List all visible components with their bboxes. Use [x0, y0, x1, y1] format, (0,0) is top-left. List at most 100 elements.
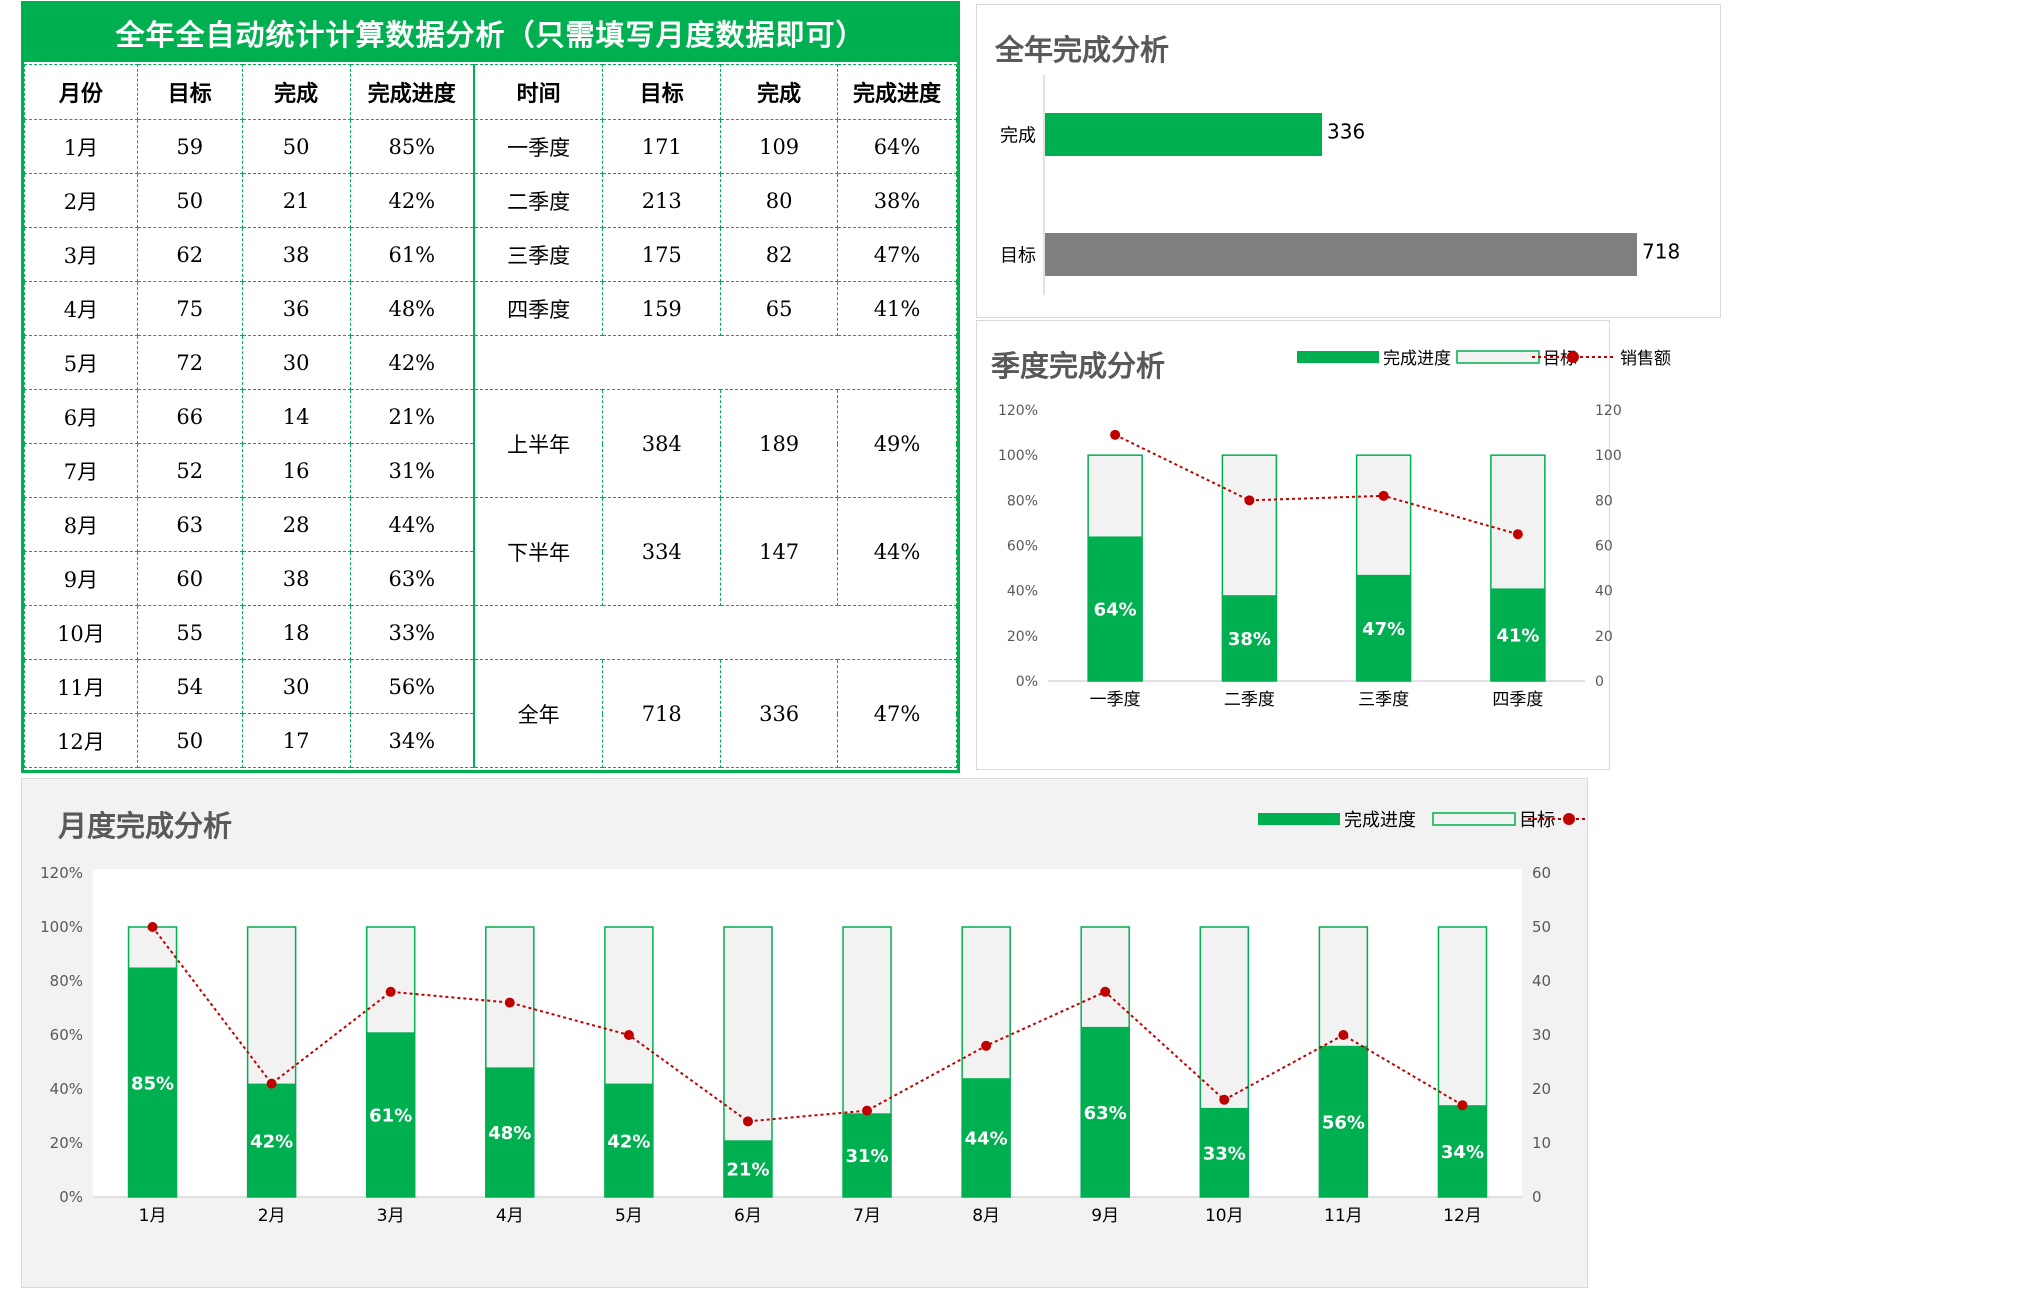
legend-sales-marker	[1567, 351, 1579, 363]
category-tick-label: 6月	[734, 1206, 762, 1226]
table-row: 6月 66 14 21% 上半年 384 189 49%	[24, 389, 957, 498]
month-name-cell: 7月	[24, 443, 138, 498]
month-chart-panel: 月度完成分析 0% 20% 40% 60% 80% 100% 120% 0 10 20 30 40 50…	[21, 778, 1588, 1288]
table-header-row: 月份 目标 完成 完成进度 时间 目标 完成 完成进度	[24, 64, 957, 120]
progress-data-label: 42%	[250, 1131, 293, 1152]
month-done-cell: 38	[241, 551, 351, 606]
legend-target-swatch	[1456, 350, 1540, 364]
progress-data-label: 85%	[131, 1073, 174, 1094]
category-tick-label: 4月	[496, 1206, 524, 1226]
left-axis-tick-label: 0%	[1016, 674, 1038, 690]
month-target-cell: 60	[136, 551, 243, 606]
progress-data-label: 56%	[1322, 1112, 1365, 1133]
month-target-cell: 72	[136, 335, 243, 390]
category-tick-label: 三季度	[1358, 690, 1409, 710]
progress-bar	[485, 1067, 534, 1197]
sales-point	[266, 1078, 277, 1089]
period-name-cell: 上半年	[472, 389, 604, 498]
sales-point	[1512, 529, 1523, 540]
month-done-cell: 16	[241, 443, 351, 498]
progress-bar	[604, 1083, 653, 1197]
category-tick-label: 7月	[853, 1206, 881, 1226]
progress-data-label: 47%	[1362, 619, 1405, 640]
month-done-cell: 50	[241, 119, 351, 174]
quarter-name-cell: 二季度	[472, 173, 604, 228]
progress-bar	[1088, 536, 1143, 681]
month-name-cell: 1月	[24, 119, 138, 174]
period-header-cell: 完成进度	[837, 64, 957, 120]
data-table-panel: 全年全自动统计计算数据分析（只需填写月度数据即可） 月份 目标 完成 完成进度 时间 目标…	[21, 1, 960, 773]
progress-data-label: 61%	[369, 1106, 412, 1127]
right-axis-tick-label: 40	[1595, 584, 1613, 600]
right-axis-tick-label: 0	[1595, 674, 1604, 690]
month-done-cell: 36	[241, 281, 351, 336]
month-name-cell: 12月	[24, 713, 138, 768]
annual-bar	[1045, 233, 1637, 276]
month-done-cell: 17	[241, 713, 351, 768]
progress-bar	[247, 1083, 296, 1197]
quarter-done-cell: 82	[720, 227, 839, 282]
month-target-cell: 50	[136, 713, 243, 768]
month-target-cell: 63	[136, 497, 243, 552]
left-axis-tick-label: 100%	[40, 918, 83, 936]
month-name-cell: 4月	[24, 281, 138, 336]
month-progress-cell: 48%	[349, 281, 475, 336]
left-axis-tick-label: 100%	[998, 448, 1038, 464]
month-target-cell: 52	[136, 443, 243, 498]
legend-sales-label: 销售额	[1620, 349, 1671, 369]
month-done-cell: 30	[241, 335, 351, 390]
month-progress-cell: 42%	[349, 173, 475, 228]
progress-bar	[1438, 1105, 1487, 1197]
sales-point	[504, 997, 515, 1008]
month-header-cell: 完成进度	[349, 64, 475, 120]
month-progress-cell: 63%	[349, 551, 475, 606]
period-done-cell: 189	[720, 389, 839, 498]
sales-point	[1338, 1030, 1349, 1040]
right-axis-tick-label: 10	[1532, 1134, 1551, 1152]
table-row: 3月 62 38 61% 三季度 175 82 47%	[24, 227, 957, 282]
progress-bar	[1081, 1026, 1130, 1197]
progress-data-label: 48%	[488, 1123, 531, 1144]
month-chart: 0% 20% 40% 60% 80% 100% 120% 0 10 20 30 40 50 60 85% 1月…	[40, 810, 1587, 1226]
sales-point	[385, 986, 396, 997]
right-axis-tick-label: 100	[1595, 448, 1622, 464]
period-progress-cell: 47%	[837, 659, 957, 768]
month-done-cell: 30	[241, 659, 351, 714]
right-axis-tick-label: 60	[1532, 864, 1551, 882]
plot-area	[93, 869, 1522, 1197]
category-tick-label: 1月	[139, 1206, 167, 1226]
quarter-progress-cell: 41%	[837, 281, 957, 336]
month-name-cell: 3月	[24, 227, 138, 282]
progress-data-label: 41%	[1496, 626, 1539, 647]
category-tick-label: 11月	[1324, 1206, 1363, 1226]
table-row: 4月 75 36 48% 四季度 159 65 41%	[24, 281, 957, 336]
legend-target-swatch	[1432, 812, 1516, 826]
legend-progress-label: 完成进度	[1344, 810, 1416, 831]
progress-bar	[1222, 595, 1277, 681]
month-progress-cell: 85%	[349, 119, 475, 174]
category-tick-label: 10月	[1205, 1206, 1244, 1226]
month-name-cell: 11月	[24, 659, 138, 714]
left-axis-tick-label: 40%	[50, 1080, 83, 1098]
progress-bar	[723, 1140, 772, 1197]
month-target-cell: 59	[136, 119, 243, 174]
month-progress-cell: 34%	[349, 713, 475, 768]
month-progress-cell: 44%	[349, 497, 475, 552]
progress-bar	[128, 967, 177, 1197]
period-progress-cell: 49%	[837, 389, 957, 498]
progress-bar	[366, 1032, 415, 1197]
table-row: 10月 55 18 33%	[24, 605, 957, 660]
quarter-done-cell: 80	[720, 173, 839, 228]
right-axis-tick-label: 20	[1595, 629, 1613, 645]
sales-line	[1114, 433, 1519, 536]
month-header-cell: 月份	[24, 64, 138, 120]
sales-point	[1100, 986, 1111, 997]
data-table: 月份 目标 完成 完成进度 时间 目标 完成 完成进度 1月 59 50 85% 一季度 171 109 64…	[24, 64, 957, 768]
month-header-cell: 目标	[136, 64, 243, 120]
progress-data-label: 33%	[1203, 1143, 1246, 1164]
annual-bar	[1045, 113, 1323, 156]
period-name-cell: 全年	[472, 659, 604, 768]
month-target-cell: 54	[136, 659, 243, 714]
quarter-chart-title: 季度完成分析	[991, 349, 1166, 383]
progress-data-label: 64%	[1094, 600, 1137, 621]
